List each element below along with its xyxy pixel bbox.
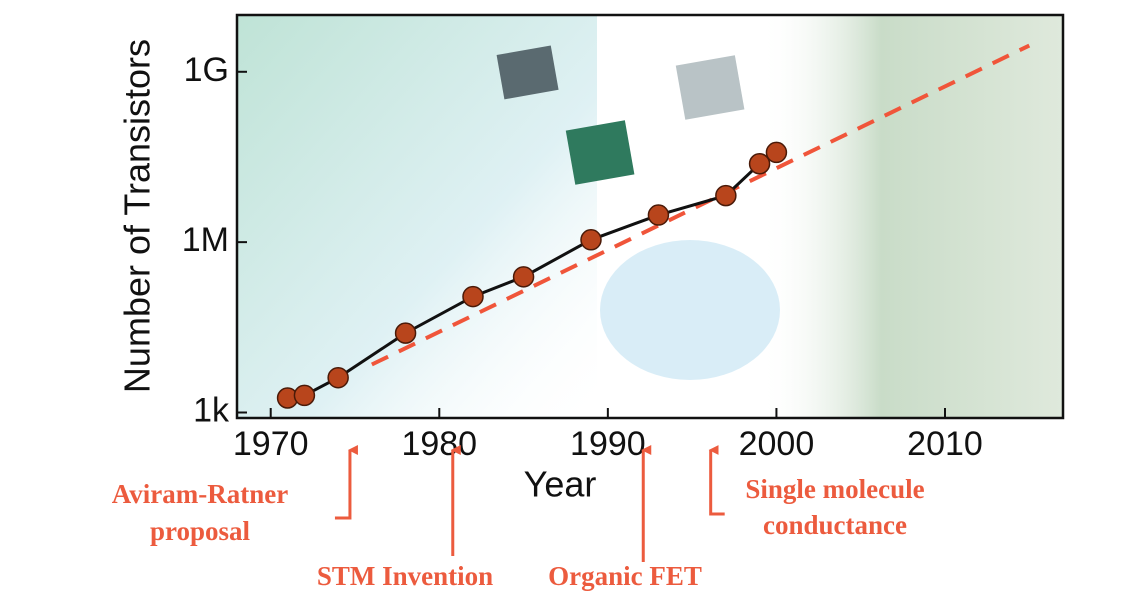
y-tick-label: 1M	[182, 221, 229, 259]
x-tick-label: 2010	[907, 425, 983, 463]
x-tick-label: 1980	[401, 425, 477, 463]
x-axis-title: Year	[524, 464, 597, 505]
y-tick-label: 1k	[193, 391, 230, 429]
annotation-text: Single molecule	[745, 474, 924, 504]
annotation-arrow	[334, 445, 358, 520]
chip-image	[565, 120, 635, 185]
data-point	[327, 366, 349, 389]
chip-image	[675, 55, 745, 120]
data-point	[647, 204, 670, 226]
annotation-text: STM Invention	[317, 561, 493, 591]
background-image	[760, 15, 1063, 418]
y-tick-label: 1G	[184, 51, 229, 89]
trend-line	[370, 43, 1031, 367]
x-tick-label: 2000	[739, 425, 815, 463]
plot-frame	[235, 13, 1065, 420]
data-point	[715, 184, 737, 207]
annotation-text: conductance	[763, 510, 907, 540]
background-image	[600, 240, 780, 380]
data-point	[394, 322, 417, 344]
data-point	[512, 266, 535, 288]
annotation-arrow	[708, 445, 725, 516]
annotation-text: Aviram-Ratner	[112, 479, 288, 509]
x-tick-label: 1990	[570, 425, 646, 463]
data-point	[462, 285, 484, 308]
annotation-text: Organic FET	[548, 561, 702, 591]
annotation-text: proposal	[150, 516, 251, 546]
chip-image	[496, 45, 559, 100]
data-point	[293, 384, 316, 407]
x-tick-label: 1970	[233, 425, 309, 463]
data-point	[765, 141, 788, 164]
data-point	[748, 153, 771, 175]
y-axis-title: Number of Transistors	[117, 39, 158, 393]
data-point	[580, 229, 602, 251]
